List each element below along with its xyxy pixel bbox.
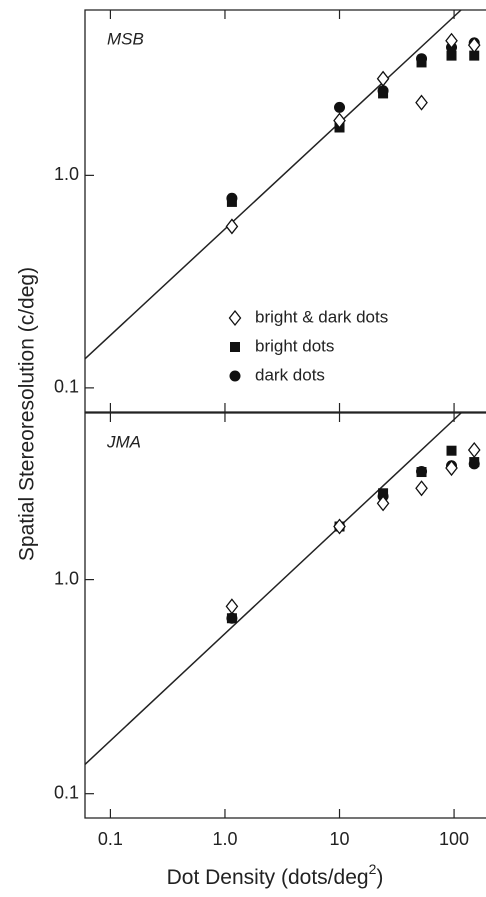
square-point bbox=[378, 488, 389, 499]
square-point bbox=[226, 196, 237, 207]
legend-marker bbox=[228, 309, 242, 327]
x-tick-label: 1.0 bbox=[212, 829, 237, 849]
diamond-point bbox=[225, 598, 239, 615]
diamond-point bbox=[445, 32, 458, 49]
panel-label: MSB bbox=[107, 29, 144, 48]
y-axis-title: Spatial Stereoresolution (c/deg) bbox=[16, 267, 39, 561]
diamond-point bbox=[376, 70, 390, 87]
legend-label: bright dots bbox=[255, 336, 334, 355]
square-point bbox=[469, 457, 480, 468]
square-point bbox=[469, 50, 480, 61]
axis-frame bbox=[84, 412, 486, 819]
diamond-point bbox=[225, 218, 239, 235]
x-tick-label: 0.1 bbox=[98, 829, 123, 849]
diamond-point bbox=[415, 94, 428, 111]
y-tick-label: 0.1 bbox=[54, 782, 79, 802]
x-axis-title-text: Dot Density (dots/deg bbox=[167, 866, 369, 889]
diamond-point bbox=[333, 112, 346, 129]
x-tick-label: 10 bbox=[330, 829, 350, 849]
legend-label: bright & dark dots bbox=[255, 307, 388, 326]
legend-marker bbox=[229, 370, 241, 382]
legend-marker bbox=[230, 342, 240, 352]
x-axis-title-sup: 2 bbox=[369, 861, 377, 877]
diamond-point bbox=[333, 518, 346, 535]
square-point bbox=[446, 50, 457, 61]
square-point bbox=[416, 467, 427, 478]
diamond-point bbox=[445, 459, 458, 477]
diamond-point bbox=[467, 441, 481, 459]
square-point bbox=[446, 445, 457, 456]
square-point bbox=[226, 613, 237, 624]
y-tick-label: 1.0 bbox=[54, 164, 79, 184]
legend-label: dark dots bbox=[255, 365, 325, 384]
panel-label: JMA bbox=[106, 432, 141, 451]
fit-line bbox=[84, 412, 462, 765]
circle-point bbox=[334, 101, 346, 113]
x-axis-title-end: ) bbox=[376, 866, 383, 889]
square-point bbox=[378, 88, 389, 99]
x-tick-label: 100 bbox=[439, 829, 469, 849]
diamond-point bbox=[467, 37, 481, 54]
square-point bbox=[416, 57, 427, 68]
x-axis-title: Dot Density (dots/deg2) bbox=[167, 861, 384, 889]
y-tick-label: 1.0 bbox=[54, 568, 79, 588]
diamond-point bbox=[376, 495, 390, 512]
y-tick-label: 0.1 bbox=[54, 377, 79, 397]
fit-line bbox=[84, 9, 462, 360]
axis-frame bbox=[84, 9, 486, 413]
diamond-point bbox=[415, 480, 428, 497]
